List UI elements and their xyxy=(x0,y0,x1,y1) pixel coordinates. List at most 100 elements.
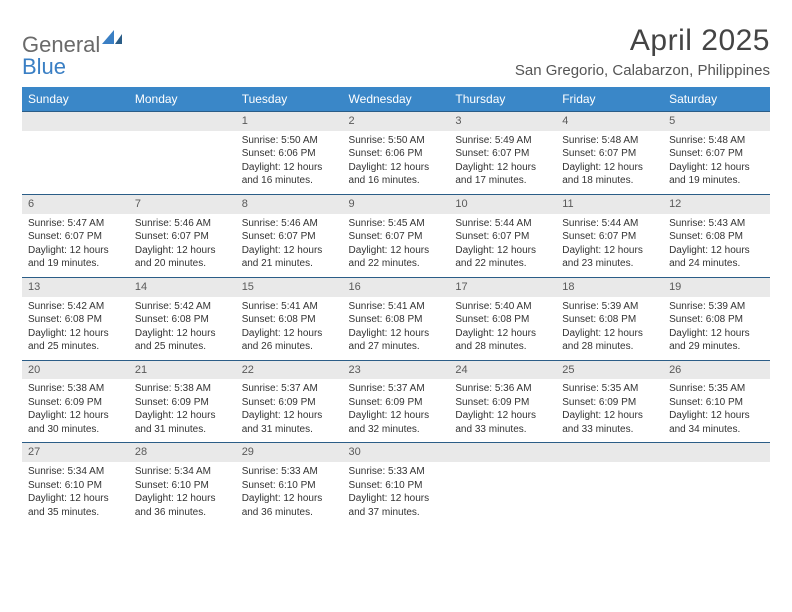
sunrise-line: Sunrise: 5:34 AM xyxy=(28,465,123,479)
sunrise-line: Sunrise: 5:40 AM xyxy=(455,300,550,314)
sunset-line: Sunset: 6:07 PM xyxy=(135,230,230,244)
day-number: 23 xyxy=(343,361,450,380)
sunset-line: Sunset: 6:09 PM xyxy=(242,396,337,410)
day-details: Sunrise: 5:35 AMSunset: 6:09 PMDaylight:… xyxy=(556,379,663,442)
sunset-line: Sunset: 6:06 PM xyxy=(242,147,337,161)
sunset-line: Sunset: 6:07 PM xyxy=(455,147,550,161)
day-details: Sunrise: 5:44 AMSunset: 6:07 PMDaylight:… xyxy=(556,214,663,277)
day-number: 15 xyxy=(236,278,343,297)
day-number: 17 xyxy=(449,278,556,297)
calendar-cell: 11Sunrise: 5:44 AMSunset: 6:07 PMDayligh… xyxy=(556,194,663,277)
day-number: 3 xyxy=(449,112,556,131)
calendar-cell: 23Sunrise: 5:37 AMSunset: 6:09 PMDayligh… xyxy=(343,360,450,443)
sunrise-line: Sunrise: 5:41 AM xyxy=(349,300,444,314)
calendar-body: 1Sunrise: 5:50 AMSunset: 6:06 PMDaylight… xyxy=(22,112,770,526)
day-number: 24 xyxy=(449,361,556,380)
calendar-week: 6Sunrise: 5:47 AMSunset: 6:07 PMDaylight… xyxy=(22,194,770,277)
sunset-line: Sunset: 6:09 PM xyxy=(135,396,230,410)
sunrise-line: Sunrise: 5:45 AM xyxy=(349,217,444,231)
day-number-empty xyxy=(556,443,663,462)
day-details: Sunrise: 5:46 AMSunset: 6:07 PMDaylight:… xyxy=(236,214,343,277)
day-number: 22 xyxy=(236,361,343,380)
sunset-line: Sunset: 6:08 PM xyxy=(349,313,444,327)
daylight-line: Daylight: 12 hours and 33 minutes. xyxy=(455,409,550,436)
sunset-line: Sunset: 6:10 PM xyxy=(669,396,764,410)
day-details: Sunrise: 5:35 AMSunset: 6:10 PMDaylight:… xyxy=(663,379,770,442)
day-number-empty xyxy=(663,443,770,462)
day-details: Sunrise: 5:34 AMSunset: 6:10 PMDaylight:… xyxy=(22,462,129,525)
calendar-week: 20Sunrise: 5:38 AMSunset: 6:09 PMDayligh… xyxy=(22,360,770,443)
daylight-line: Daylight: 12 hours and 37 minutes. xyxy=(349,492,444,519)
calendar-cell: 20Sunrise: 5:38 AMSunset: 6:09 PMDayligh… xyxy=(22,360,129,443)
calendar-cell: 25Sunrise: 5:35 AMSunset: 6:09 PMDayligh… xyxy=(556,360,663,443)
sunrise-line: Sunrise: 5:43 AM xyxy=(669,217,764,231)
day-details: Sunrise: 5:42 AMSunset: 6:08 PMDaylight:… xyxy=(22,297,129,360)
daylight-line: Daylight: 12 hours and 18 minutes. xyxy=(562,161,657,188)
calendar-cell: 12Sunrise: 5:43 AMSunset: 6:08 PMDayligh… xyxy=(663,194,770,277)
sail-icon xyxy=(102,30,122,44)
calendar-table: SundayMondayTuesdayWednesdayThursdayFrid… xyxy=(22,87,770,525)
sunrise-line: Sunrise: 5:33 AM xyxy=(242,465,337,479)
daylight-line: Daylight: 12 hours and 22 minutes. xyxy=(455,244,550,271)
day-header: Thursday xyxy=(449,87,556,112)
calendar-cell: 3Sunrise: 5:49 AMSunset: 6:07 PMDaylight… xyxy=(449,112,556,195)
sunset-line: Sunset: 6:09 PM xyxy=(28,396,123,410)
daylight-line: Daylight: 12 hours and 29 minutes. xyxy=(669,327,764,354)
day-details: Sunrise: 5:48 AMSunset: 6:07 PMDaylight:… xyxy=(663,131,770,194)
sunset-line: Sunset: 6:07 PM xyxy=(562,230,657,244)
day-number: 10 xyxy=(449,195,556,214)
calendar-cell: 24Sunrise: 5:36 AMSunset: 6:09 PMDayligh… xyxy=(449,360,556,443)
calendar-cell: 13Sunrise: 5:42 AMSunset: 6:08 PMDayligh… xyxy=(22,277,129,360)
calendar-cell: 15Sunrise: 5:41 AMSunset: 6:08 PMDayligh… xyxy=(236,277,343,360)
day-details: Sunrise: 5:47 AMSunset: 6:07 PMDaylight:… xyxy=(22,214,129,277)
day-details: Sunrise: 5:37 AMSunset: 6:09 PMDaylight:… xyxy=(343,379,450,442)
calendar-cell: 8Sunrise: 5:46 AMSunset: 6:07 PMDaylight… xyxy=(236,194,343,277)
calendar-cell: 16Sunrise: 5:41 AMSunset: 6:08 PMDayligh… xyxy=(343,277,450,360)
sunrise-line: Sunrise: 5:38 AM xyxy=(28,382,123,396)
sunset-line: Sunset: 6:08 PM xyxy=(669,313,764,327)
calendar-cell: 18Sunrise: 5:39 AMSunset: 6:08 PMDayligh… xyxy=(556,277,663,360)
sunrise-line: Sunrise: 5:39 AM xyxy=(669,300,764,314)
day-number: 7 xyxy=(129,195,236,214)
day-details: Sunrise: 5:48 AMSunset: 6:07 PMDaylight:… xyxy=(556,131,663,194)
calendar-cell xyxy=(556,443,663,525)
sunrise-line: Sunrise: 5:44 AM xyxy=(455,217,550,231)
sunset-line: Sunset: 6:10 PM xyxy=(242,479,337,493)
sunset-line: Sunset: 6:07 PM xyxy=(242,230,337,244)
day-details: Sunrise: 5:50 AMSunset: 6:06 PMDaylight:… xyxy=(343,131,450,194)
sunset-line: Sunset: 6:07 PM xyxy=(349,230,444,244)
daylight-line: Daylight: 12 hours and 32 minutes. xyxy=(349,409,444,436)
sunrise-line: Sunrise: 5:42 AM xyxy=(28,300,123,314)
daylight-line: Daylight: 12 hours and 22 minutes. xyxy=(349,244,444,271)
sunset-line: Sunset: 6:09 PM xyxy=(349,396,444,410)
day-number: 20 xyxy=(22,361,129,380)
day-details: Sunrise: 5:43 AMSunset: 6:08 PMDaylight:… xyxy=(663,214,770,277)
calendar-cell: 30Sunrise: 5:33 AMSunset: 6:10 PMDayligh… xyxy=(343,443,450,525)
sunset-line: Sunset: 6:08 PM xyxy=(28,313,123,327)
calendar-cell: 6Sunrise: 5:47 AMSunset: 6:07 PMDaylight… xyxy=(22,194,129,277)
day-number: 25 xyxy=(556,361,663,380)
day-details: Sunrise: 5:39 AMSunset: 6:08 PMDaylight:… xyxy=(663,297,770,360)
day-details: Sunrise: 5:42 AMSunset: 6:08 PMDaylight:… xyxy=(129,297,236,360)
sunset-line: Sunset: 6:10 PM xyxy=(349,479,444,493)
daylight-line: Daylight: 12 hours and 35 minutes. xyxy=(28,492,123,519)
calendar-cell: 2Sunrise: 5:50 AMSunset: 6:06 PMDaylight… xyxy=(343,112,450,195)
daylight-line: Daylight: 12 hours and 25 minutes. xyxy=(135,327,230,354)
location-label: San Gregorio, Calabarzon, Philippines xyxy=(515,62,770,79)
calendar-cell: 5Sunrise: 5:48 AMSunset: 6:07 PMDaylight… xyxy=(663,112,770,195)
sunrise-line: Sunrise: 5:46 AM xyxy=(242,217,337,231)
calendar-cell: 28Sunrise: 5:34 AMSunset: 6:10 PMDayligh… xyxy=(129,443,236,525)
daylight-line: Daylight: 12 hours and 27 minutes. xyxy=(349,327,444,354)
calendar-cell: 14Sunrise: 5:42 AMSunset: 6:08 PMDayligh… xyxy=(129,277,236,360)
daylight-line: Daylight: 12 hours and 19 minutes. xyxy=(669,161,764,188)
calendar-week: 13Sunrise: 5:42 AMSunset: 6:08 PMDayligh… xyxy=(22,277,770,360)
calendar-cell: 1Sunrise: 5:50 AMSunset: 6:06 PMDaylight… xyxy=(236,112,343,195)
day-details: Sunrise: 5:39 AMSunset: 6:08 PMDaylight:… xyxy=(556,297,663,360)
day-details: Sunrise: 5:38 AMSunset: 6:09 PMDaylight:… xyxy=(22,379,129,442)
sunrise-line: Sunrise: 5:37 AM xyxy=(349,382,444,396)
calendar-cell: 27Sunrise: 5:34 AMSunset: 6:10 PMDayligh… xyxy=(22,443,129,525)
calendar-week: 1Sunrise: 5:50 AMSunset: 6:06 PMDaylight… xyxy=(22,112,770,195)
calendar-cell: 10Sunrise: 5:44 AMSunset: 6:07 PMDayligh… xyxy=(449,194,556,277)
daylight-line: Daylight: 12 hours and 30 minutes. xyxy=(28,409,123,436)
day-details: Sunrise: 5:33 AMSunset: 6:10 PMDaylight:… xyxy=(236,462,343,525)
